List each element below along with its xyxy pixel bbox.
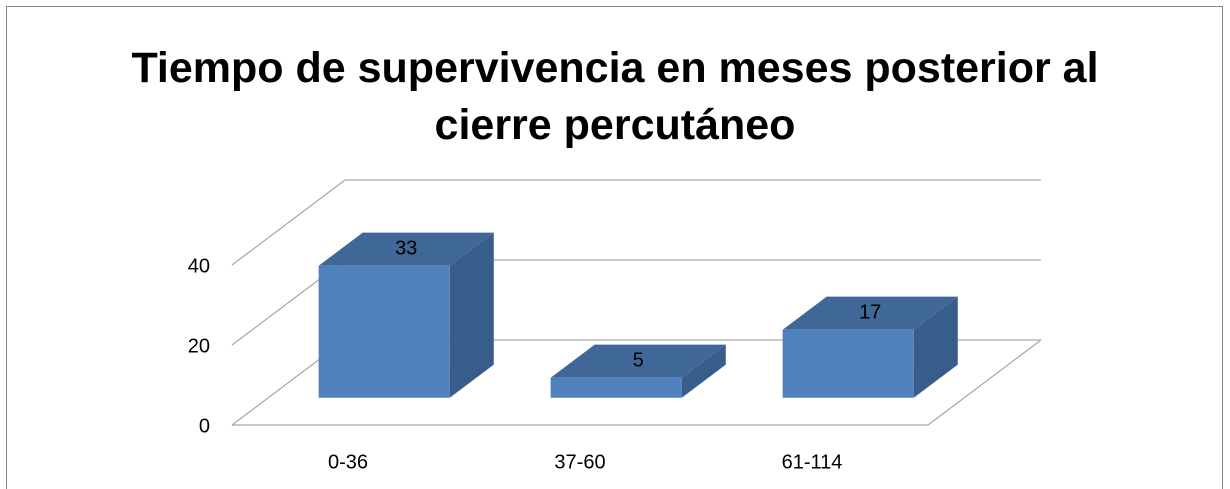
data-label: 33	[395, 238, 417, 260]
grid-line	[231, 179, 346, 266]
bar-top	[782, 296, 958, 330]
bar-side	[913, 296, 958, 398]
floor-edge	[927, 339, 1042, 426]
bar-top	[550, 344, 726, 378]
bar-side	[449, 232, 494, 398]
x-tick-label: 61-114	[782, 451, 843, 473]
y-tick-label: 40	[188, 255, 210, 277]
y-tick-label: 0	[199, 415, 210, 437]
chart-title: Tiempo de supervivencia en meses posteri…	[131, 44, 1099, 149]
x-tick-label: 0-36	[328, 451, 368, 473]
data-label: 5	[633, 350, 644, 372]
data-label: 17	[859, 302, 881, 324]
chart-border	[6, 6, 1223, 489]
bar	[318, 265, 450, 398]
x-tick-label: 37-60	[554, 451, 605, 473]
y-tick-label: 20	[188, 335, 210, 357]
bar-side	[681, 344, 726, 398]
bar	[550, 377, 682, 398]
bar	[782, 329, 914, 398]
bar-top	[318, 232, 494, 266]
